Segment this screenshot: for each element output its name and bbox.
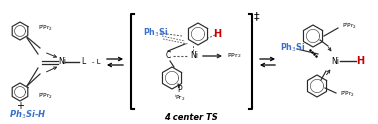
Text: Ph$_3$Si: Ph$_3$Si — [143, 27, 168, 39]
Text: Ni: Ni — [58, 58, 66, 66]
Text: ‡: ‡ — [254, 11, 260, 21]
Text: P: P — [178, 86, 182, 94]
Text: 4 center TS: 4 center TS — [164, 112, 218, 122]
Text: L: L — [81, 58, 85, 66]
Text: Ni: Ni — [190, 51, 198, 61]
Text: Ph$_3$Si-H: Ph$_3$Si-H — [9, 109, 47, 121]
Text: H: H — [356, 56, 364, 66]
Text: Ph$_3$Si: Ph$_3$Si — [280, 42, 305, 54]
Text: Ni: Ni — [331, 57, 339, 65]
Text: P$^i$Pr$_2$: P$^i$Pr$_2$ — [340, 89, 355, 99]
Text: C: C — [166, 51, 170, 61]
Text: +: + — [16, 101, 24, 111]
Text: P$^i$Pr$_2$: P$^i$Pr$_2$ — [38, 91, 53, 101]
Text: - L: - L — [92, 59, 100, 65]
Text: PPr$_2$: PPr$_2$ — [227, 52, 242, 61]
Text: H: H — [213, 29, 221, 39]
Text: P$^i$Pr$_2$: P$^i$Pr$_2$ — [342, 21, 357, 31]
Text: $^i$Pr$_2$: $^i$Pr$_2$ — [174, 93, 186, 103]
Text: P$^i$Pr$_2$: P$^i$Pr$_2$ — [38, 23, 53, 33]
